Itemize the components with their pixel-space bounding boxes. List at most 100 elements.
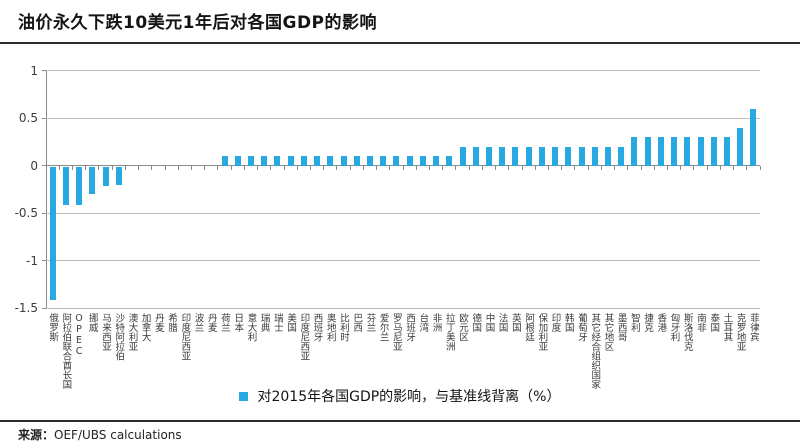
x-axis-tick xyxy=(283,165,285,170)
x-axis-category-label: 日本 xyxy=(232,313,244,332)
x-axis-tick xyxy=(481,165,483,170)
y-axis-tick-label: 0 xyxy=(30,158,38,173)
chart-bar xyxy=(287,156,294,166)
x-axis-category-label: 保加利亚 xyxy=(536,313,548,351)
x-axis-tick xyxy=(574,165,576,170)
x-axis-category-label: 爱尔兰 xyxy=(377,313,389,342)
chart-bar xyxy=(710,137,717,166)
x-axis-category-label: 沙特阿拉伯 xyxy=(113,313,125,361)
x-axis-category-label: 比利时 xyxy=(338,313,349,342)
chart-bar xyxy=(459,146,466,166)
y-axis-tick xyxy=(42,165,46,166)
x-axis-category-label: 巴西 xyxy=(351,313,363,332)
x-axis-category-label: 希腊 xyxy=(166,313,178,332)
x-axis-category-label: 墨西哥 xyxy=(615,313,627,342)
x-axis-tick xyxy=(561,165,563,170)
chart-bar xyxy=(618,146,625,166)
x-axis-category-label: 德国 xyxy=(470,313,482,332)
x-axis-tick xyxy=(627,165,629,170)
page-title: 油价永久下跌10美元1年后对各国GDP的影响 xyxy=(18,13,378,33)
chart-bar xyxy=(552,146,559,166)
x-axis-category-label: 马来西亚 xyxy=(100,313,111,351)
chart-bar xyxy=(446,156,453,166)
x-axis-category-label: 荷兰 xyxy=(219,313,230,332)
chart-bar xyxy=(565,146,572,166)
chart-bar xyxy=(89,166,96,195)
x-axis-tick xyxy=(733,165,735,170)
x-axis-category-label: 印度尼西亚 xyxy=(298,313,310,361)
x-axis-tick xyxy=(58,165,60,170)
x-axis-category-label: 菲律宾 xyxy=(747,313,759,342)
chart-bar xyxy=(300,156,307,166)
x-axis-category-label: 斯洛伐克 xyxy=(681,313,693,351)
x-axis-category-label: 波兰 xyxy=(192,313,204,332)
x-axis-category-label: 法国 xyxy=(496,313,508,332)
x-axis-tick xyxy=(164,165,166,170)
x-axis-tick xyxy=(455,165,457,170)
chart-bar xyxy=(406,156,413,166)
chart-bar xyxy=(261,156,268,166)
x-axis-tick xyxy=(640,165,642,170)
x-axis-category-label: 英国 xyxy=(509,313,521,332)
y-axis-tick xyxy=(42,70,46,71)
chart-bar xyxy=(433,156,440,166)
x-axis-tick xyxy=(547,165,549,170)
x-axis-category-label: 土耳其 xyxy=(721,313,733,342)
chart-bar xyxy=(353,156,360,166)
gridline xyxy=(46,117,760,119)
y-axis-tick-label: -0.5 xyxy=(14,206,38,220)
x-axis-category-label: 中国 xyxy=(483,313,495,332)
chart-bar xyxy=(538,146,545,166)
chart-bar xyxy=(644,137,651,166)
x-axis-category-label: 泰国 xyxy=(708,313,720,332)
x-axis-category-label: 拉丁美洲 xyxy=(443,313,455,351)
source-note: 来源：OEF/UBS calculations xyxy=(18,426,182,443)
x-axis-category-label: 阿拉伯联合酋长国 xyxy=(60,313,72,389)
x-axis-category-label: 葡萄牙 xyxy=(576,313,587,342)
x-axis-category-label: 挪威 xyxy=(86,313,98,332)
x-axis-category-label: 加拿大 xyxy=(139,313,151,342)
x-axis-category-label: 芬兰 xyxy=(364,313,376,332)
x-axis-tick xyxy=(402,165,404,170)
x-axis-category-label: 奥地利 xyxy=(324,313,336,342)
x-axis-category-label: 瑞典 xyxy=(258,313,270,332)
x-axis-tick xyxy=(666,165,668,170)
x-axis-category-label: 丹麦 xyxy=(205,313,217,332)
y-axis-tick-label: -1 xyxy=(26,253,38,268)
x-axis-tick xyxy=(442,165,444,170)
x-axis-category-label: 罗马尼亚 xyxy=(390,313,402,351)
x-axis-tick xyxy=(190,165,192,170)
legend-label: 对2015年各国GDP的影响，与基准线背离（%） xyxy=(257,389,561,405)
plot-area xyxy=(42,70,761,309)
x-axis-category-label: 其它地区 xyxy=(602,313,614,351)
x-axis-category-label: 西班牙 xyxy=(404,313,416,342)
source-text: OEF/UBS calculations xyxy=(54,428,182,442)
x-axis-tick xyxy=(653,165,655,170)
chart-bar xyxy=(76,166,83,206)
y-axis-tick xyxy=(42,260,46,261)
x-axis-tick xyxy=(323,165,325,170)
chart-bar xyxy=(115,166,122,185)
x-axis-category-label: 南非 xyxy=(695,313,706,332)
y-axis-tick xyxy=(42,212,46,214)
chart-bar xyxy=(631,137,638,166)
x-axis-tick xyxy=(309,165,311,170)
chart-bar xyxy=(671,137,678,166)
chart-bar xyxy=(737,127,744,166)
x-axis-category-label: 丹麦 xyxy=(152,313,164,332)
x-axis-tick xyxy=(746,165,748,170)
gridline xyxy=(46,307,760,309)
chart-bar xyxy=(393,156,400,166)
x-axis-tick xyxy=(693,165,695,170)
x-axis-tick xyxy=(428,165,430,170)
x-axis-category-label: 西班牙 xyxy=(311,313,323,342)
footer-divider xyxy=(0,420,800,422)
x-axis-tick xyxy=(98,165,100,170)
x-axis-tick xyxy=(362,165,364,170)
y-axis-tick xyxy=(42,307,46,309)
x-axis-category-label: 其它经合组织国家 xyxy=(589,313,601,389)
x-axis-tick xyxy=(349,165,351,170)
legend: 对2015年各国GDP的影响，与基准线背离（%） xyxy=(0,386,800,406)
x-axis-tick xyxy=(376,165,378,170)
source-label: 来源： xyxy=(18,428,55,442)
